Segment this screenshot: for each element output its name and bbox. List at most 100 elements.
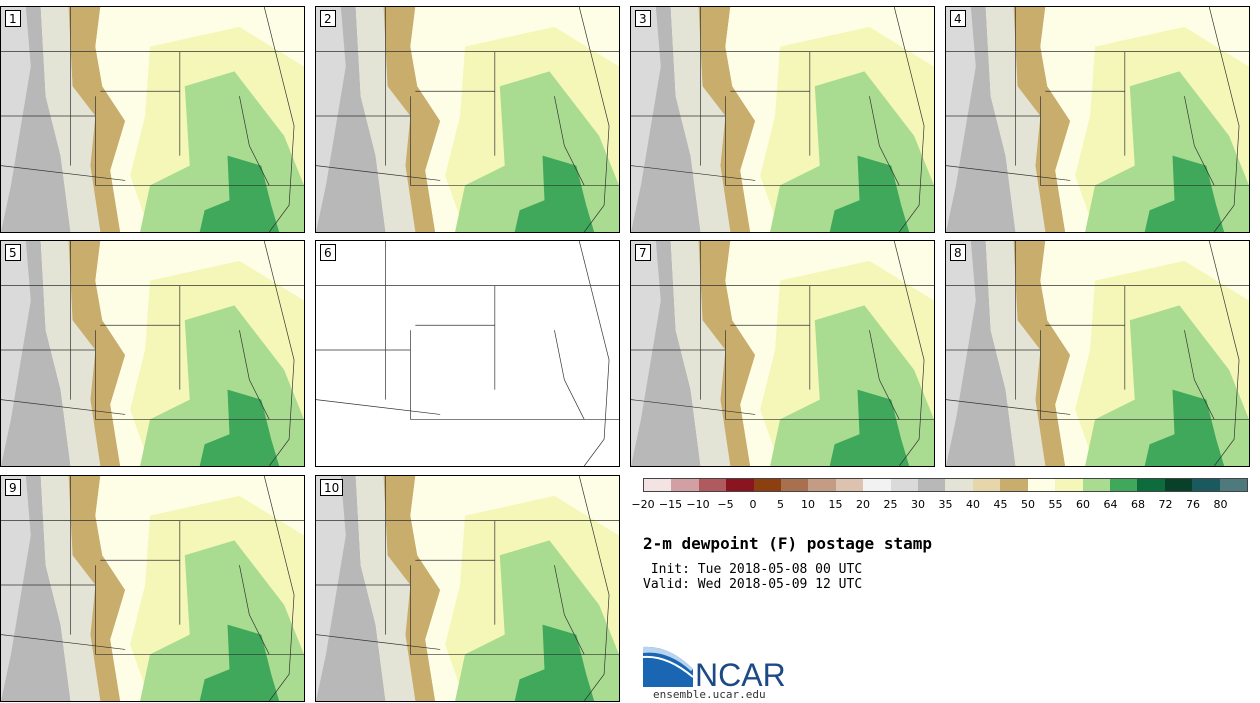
state-border-9 — [1208, 241, 1240, 466]
state-border-9 — [578, 241, 610, 466]
colorbar-tick-21: 80 — [1213, 498, 1228, 511]
dewpoint-map-7 — [631, 241, 934, 466]
state-border-9 — [263, 241, 295, 466]
panel-label-5: 5 — [5, 244, 21, 261]
ncar-logo: NCAR — [643, 646, 786, 690]
ensemble-member-panel-8: 8 — [945, 240, 1250, 467]
colorbar-swatch-5 — [781, 479, 809, 491]
colorbar-tick-7: 15 — [828, 498, 843, 511]
dewpoint-region-tan-dark — [698, 241, 756, 466]
colorbar-tick-13: 45 — [993, 498, 1008, 511]
ensemble-member-panel-1: 1 — [0, 6, 305, 233]
state-border-7 — [1, 399, 126, 415]
colorbar-tick-12: 40 — [966, 498, 980, 511]
state-border-8 — [554, 96, 585, 186]
state-border-7 — [1, 165, 126, 181]
colorbar-swatch-10 — [918, 479, 946, 491]
state-border-8 — [239, 565, 270, 655]
ensemble-member-panel-2: 2 — [315, 6, 620, 233]
panel-label-7: 7 — [635, 244, 651, 261]
colorbar-swatch-14 — [1027, 479, 1056, 491]
panel-label-3: 3 — [635, 10, 651, 27]
dewpoint-region-grey-light — [631, 7, 661, 232]
colorbar-tick-18: 68 — [1131, 498, 1145, 511]
dewpoint-map-1 — [1, 7, 304, 232]
dewpoint-region-grey-light — [631, 241, 661, 466]
ensemble-member-panel-10: 10 — [315, 475, 620, 702]
colorbar-swatch-15 — [1055, 479, 1083, 491]
colorbar-swatch-12 — [972, 479, 1001, 491]
dewpoint-region-green — [829, 389, 910, 466]
colorbar-swatch-8 — [863, 479, 891, 491]
state-border-8 — [1184, 96, 1215, 186]
colorbar-swatch-7 — [835, 479, 864, 491]
state-border-9 — [578, 7, 610, 232]
dewpoint-region-grey-light — [1, 476, 31, 701]
dewpoint-region-grey-light — [1, 7, 31, 232]
colorbar-swatch-21 — [1219, 479, 1247, 491]
dewpoint-region-tan-dark — [1013, 7, 1071, 232]
state-border-8 — [869, 96, 900, 186]
colorbar-swatch-9 — [890, 479, 919, 491]
state-border-9 — [1208, 7, 1240, 232]
dewpoint-map-3 — [631, 7, 934, 232]
colorbar-swatch-2 — [698, 479, 727, 491]
panel-label-4: 4 — [950, 10, 966, 27]
ensemble-member-panel-9: 9 — [0, 475, 305, 702]
dewpoint-map-10 — [316, 476, 619, 701]
dewpoint-region-green — [829, 155, 910, 232]
state-border-7 — [1, 634, 126, 650]
state-border-8 — [869, 330, 900, 420]
ensemble-member-panel-4: 4 — [945, 6, 1250, 233]
dewpoint-region-tan-dark — [68, 7, 126, 232]
colorbar-tick-19: 72 — [1158, 498, 1173, 511]
colorbar-tick-3: −5 — [717, 498, 734, 511]
dewpoint-region-tan-dark — [698, 7, 756, 232]
colorbar-tick-1: −15 — [658, 498, 683, 511]
colorbar-swatch-4 — [753, 479, 782, 491]
dewpoint-region-grey-light — [946, 7, 976, 232]
colorbar-swatch-6 — [808, 479, 836, 491]
colorbar-tick-10: 30 — [911, 498, 925, 511]
dewpoint-region-tan-dark — [68, 241, 126, 466]
ensemble-member-panel-5: 5 — [0, 240, 305, 467]
state-border-8 — [554, 565, 585, 655]
colorbar-swatch-16 — [1082, 479, 1110, 491]
dewpoint-region-grey-light — [316, 7, 346, 232]
ncar-logo-swoosh-highlight — [643, 646, 693, 671]
dewpoint-region-green — [199, 389, 280, 466]
colorbar-tick-14: 50 — [1021, 498, 1035, 511]
colorbar-tick-8: 20 — [856, 498, 870, 511]
dewpoint-region-green — [199, 624, 280, 701]
colorbar-swatch-1 — [671, 479, 699, 491]
ensemble-member-panel-3: 3 — [630, 6, 935, 233]
state-border-7 — [631, 165, 756, 181]
state-border-7 — [316, 634, 441, 650]
ncar-logo-swoosh-line — [643, 655, 694, 678]
state-border-9 — [578, 476, 610, 701]
state-border-7 — [316, 399, 441, 415]
valid-time: Valid: Wed 2018-05-09 12 UTC — [643, 577, 863, 592]
panel-label-6: 6 — [320, 244, 336, 261]
state-border-7 — [631, 399, 756, 415]
colorbar-tick-15: 55 — [1048, 498, 1063, 511]
state-border-7 — [946, 165, 1071, 181]
dewpoint-region-tan-dark — [383, 476, 441, 701]
state-border-9 — [263, 476, 295, 701]
dewpoint-map-2 — [316, 7, 619, 232]
dewpoint-region-green — [199, 155, 280, 232]
dewpoint-map-5 — [1, 241, 304, 466]
colorbar-swatch-11 — [945, 479, 973, 491]
colorbar-swatch-3 — [726, 479, 754, 491]
panel-label-9: 9 — [5, 479, 21, 496]
plot-title: 2-m dewpoint (F) postage stamp — [643, 534, 932, 553]
dewpoint-region-grey-light — [1, 241, 31, 466]
colorbar-swatch-13 — [1000, 479, 1028, 491]
dewpoint-map-8 — [946, 241, 1249, 466]
state-border-9 — [893, 241, 925, 466]
dewpoint-region-grey-light — [946, 241, 976, 466]
panel-label-1: 1 — [5, 10, 21, 27]
state-border-8 — [554, 330, 585, 420]
dewpoint-region-tan-dark — [1013, 241, 1071, 466]
state-border-9 — [263, 7, 295, 232]
